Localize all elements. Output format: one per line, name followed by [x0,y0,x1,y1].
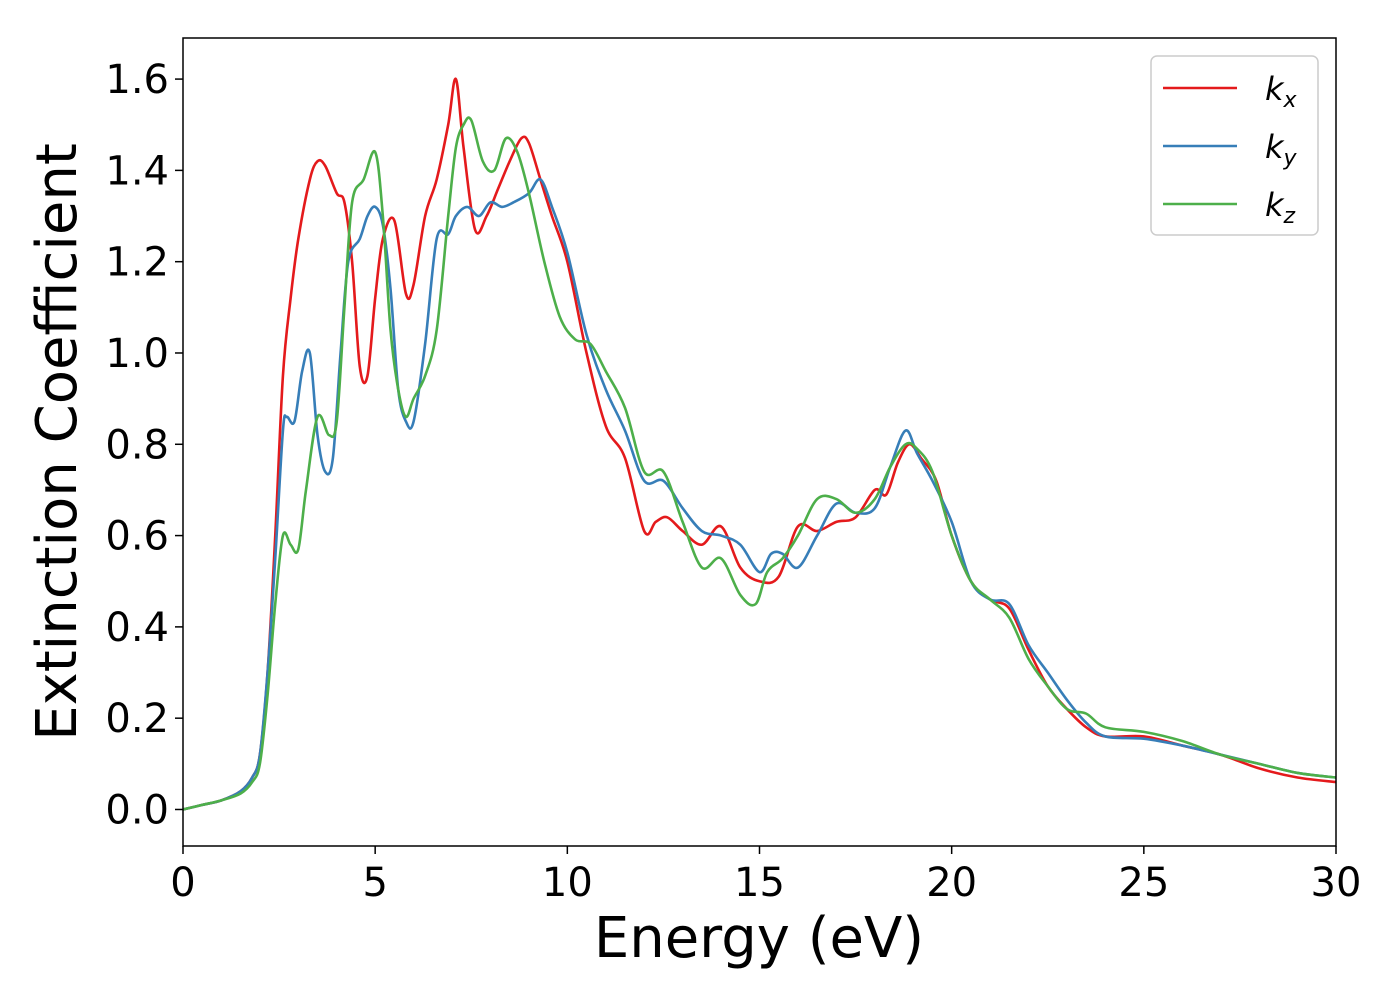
plot-area [183,38,1336,846]
x-tick-label: 30 [1311,860,1362,906]
legend-label-kx: kx [1265,70,1298,113]
series-group [183,77,1336,811]
y-axis-label: Extinction Coefficient [25,143,90,741]
x-tick-label: 20 [926,860,977,906]
y-tick-label: 1.4 [105,148,169,194]
y-tick-label: 0.4 [105,605,169,651]
legend: kx ky kz [1150,55,1319,236]
x-tick-label: 10 [542,860,593,906]
y-tick-label: 0.6 [105,514,169,560]
y-tick-label: 1.0 [105,331,169,377]
x-axis: 0 5 10 15 20 25 30 [170,846,1361,906]
y-tick-label: 0.0 [105,787,169,833]
x-tick-label: 25 [1118,860,1169,906]
y-axis: 0.0 0.2 0.4 0.6 0.8 1.0 1.2 1.4 1.6 [105,57,183,833]
y-tick-label: 0.8 [105,422,169,468]
legend-label-ky: ky [1265,128,1298,171]
series-line-kz [183,116,1336,811]
x-tick-label: 5 [362,860,387,906]
legend-label-kz: kz [1265,186,1296,229]
x-axis-label: Energy (eV) [594,906,924,971]
y-tick-label: 1.2 [105,240,169,286]
x-tick-label: 0 [170,860,195,906]
y-tick-label: 1.6 [105,57,169,103]
x-tick-label: 15 [734,860,785,906]
y-tick-label: 0.2 [105,696,169,742]
